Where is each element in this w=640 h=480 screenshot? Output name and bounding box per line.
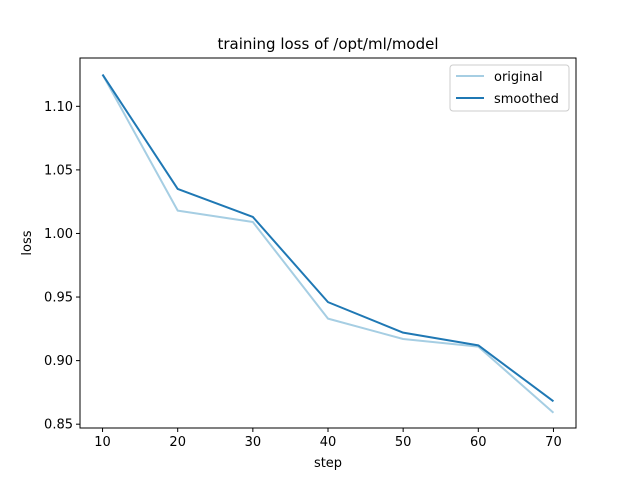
x-tick-label: 30 <box>245 435 262 450</box>
y-tick-label: 0.95 <box>44 291 73 306</box>
legend-label-smoothed: smoothed <box>494 92 559 107</box>
series-layer <box>101 73 555 414</box>
x-axis-label: step <box>314 456 342 471</box>
y-axis-label: loss <box>20 230 35 255</box>
x-axis: 10 20 30 40 50 60 70 <box>94 428 562 450</box>
y-tick-label: 1.10 <box>44 100 73 115</box>
y-tick-label: 0.90 <box>44 354 73 369</box>
series-line-smoothed <box>101 73 555 403</box>
x-tick-label: 10 <box>94 435 111 450</box>
y-axis: 0.85 0.90 0.95 1.00 1.05 1.10 <box>44 100 80 433</box>
chart-title: training loss of /opt/ml/model <box>217 35 438 53</box>
plot-area <box>79 57 577 429</box>
x-tick-label: 60 <box>470 435 487 450</box>
x-tick-label: 70 <box>545 435 562 450</box>
x-tick-label: 50 <box>395 435 412 450</box>
x-tick-label: 40 <box>320 435 337 450</box>
series-line-original <box>101 74 555 414</box>
y-tick-label: 0.85 <box>44 418 73 433</box>
y-tick-label: 1.00 <box>44 227 73 242</box>
y-tick-label: 1.05 <box>44 163 73 178</box>
legend: original smoothed <box>449 64 570 112</box>
x-tick-label: 20 <box>169 435 186 450</box>
legend-label-original: original <box>494 70 543 85</box>
